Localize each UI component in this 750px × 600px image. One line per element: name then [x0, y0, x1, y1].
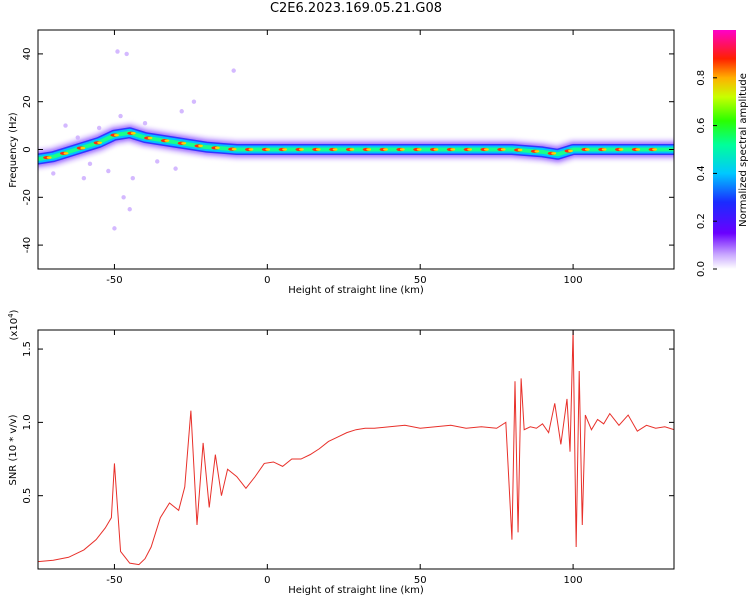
- spectrogram-peak-core: [214, 146, 220, 150]
- spectrogram-peak-core: [399, 148, 405, 151]
- spectrogram-peak-core: [383, 148, 388, 151]
- spectrogram-peak-core: [534, 150, 540, 153]
- spectrogram-speckle: [63, 123, 68, 128]
- spectrogram-peak-core: [130, 132, 136, 135]
- spectrogram-peak-core: [517, 148, 523, 152]
- snr-y-tick-label: 1.0: [22, 414, 33, 430]
- spectrogram-peak-core: [97, 141, 103, 145]
- spectrogram-speckle: [106, 168, 111, 174]
- colorbar-ticks: 0.0 0.2 0.4 0.6 0.8: [696, 70, 717, 277]
- colorbar-tick-label: 0.6: [696, 118, 707, 134]
- spectrogram-panel: -50 0 50 100 -40 -20 0 20 40 Height of straight…: [8, 29, 675, 296]
- spectrogram-speckle: [142, 121, 148, 126]
- spectrogram-speckle: [118, 113, 123, 119]
- spectrogram-peak-core: [500, 148, 506, 151]
- snr-y-tick-label: 1.5: [22, 341, 33, 357]
- spectrogram-speckle: [81, 175, 87, 181]
- spectrogram-peak-core: [601, 148, 607, 151]
- snr-x-tick-label: 0: [264, 575, 270, 586]
- spectrogram-x-label: Height of straight line (km): [288, 285, 424, 296]
- spectrogram-speckle: [115, 49, 120, 54]
- spectrogram-peak-core: [584, 148, 590, 151]
- spectrogram-peak-core: [652, 148, 657, 151]
- spectrogram-peak-core: [114, 133, 119, 137]
- spectrogram-peak-core: [231, 147, 237, 151]
- spectrogram-peak-core: [164, 139, 170, 142]
- spectrogram-peak-core: [299, 148, 304, 151]
- spectrogram-speckle: [124, 51, 129, 57]
- spectrogram-peak-core: [181, 142, 187, 145]
- spectrogram-peak-core: [366, 148, 372, 151]
- spectrogram-speckle: [96, 125, 102, 131]
- spectrogram-peak-core: [198, 144, 203, 148]
- spectrogram-peak-core: [248, 148, 254, 151]
- spectrogram-x-tick-label: 100: [564, 275, 583, 286]
- snr-x-ticks: -50 0 50 100: [106, 330, 583, 586]
- spectrogram-y-label: Frequency (Hz): [8, 112, 19, 188]
- spectrogram-peak-core: [46, 156, 52, 159]
- spectrogram-y-tick-label: 20: [22, 95, 33, 108]
- snr-plot-area: [38, 330, 674, 569]
- figure-title: C2E6.2023.169.05.21.G08: [269, 1, 443, 16]
- spectrogram-speckle: [51, 171, 56, 176]
- spectrogram-speckle: [130, 175, 135, 181]
- spectrogram-x-ticks: -50 0 50 100: [106, 30, 583, 286]
- spectrogram-marks: [38, 49, 674, 231]
- spectrogram-speckle: [173, 166, 178, 171]
- spectrogram-y-tick-label: 40: [22, 48, 33, 61]
- spectrogram-speckle: [112, 226, 117, 231]
- colorbar-tick-label: 0.8: [696, 70, 707, 86]
- spectrogram-peak-core: [568, 149, 573, 153]
- colorbar-gradient: [713, 30, 736, 269]
- snr-multiplier: (x104): [7, 309, 20, 340]
- colorbar-tick-label: 0.4: [696, 165, 707, 181]
- spectrogram-peak-core: [80, 146, 86, 150]
- spectrogram-y-tick-label: -20: [22, 189, 33, 205]
- spectrogram-peak-core: [332, 148, 338, 151]
- spectrogram-speckle: [155, 159, 160, 164]
- spectrogram-speckle: [179, 109, 184, 114]
- spectrogram-x-tick-label: 0: [264, 275, 270, 286]
- spectrogram-peak-core: [551, 152, 557, 155]
- spectrogram-x-tick-label: 50: [414, 275, 427, 286]
- spectrogram-peak-core: [467, 148, 473, 151]
- spectrogram-speckle: [127, 207, 132, 212]
- snr-y-ticks: 0.5 1.0 1.5: [22, 341, 674, 504]
- snr-x-tick-label: 50: [414, 575, 427, 586]
- spectrogram-peak-core: [265, 148, 271, 151]
- spectrogram-peak-core: [416, 148, 422, 151]
- snr-panel: -50 0 50 100 0.5 1.0 1.5 Height of straight l…: [7, 309, 675, 596]
- snr-frame: [37, 329, 675, 570]
- spectrogram-peak-core: [450, 148, 456, 151]
- spectrogram-peak-core: [315, 148, 321, 151]
- spectrogram-peak-core: [484, 148, 489, 151]
- snr-x-label: Height of straight line (km): [288, 585, 424, 596]
- spectrogram-y-ticks: -40 -20 0 20 40: [22, 48, 674, 253]
- spectrogram-speckle: [121, 195, 126, 200]
- spectrogram-peak-core: [618, 148, 624, 151]
- spectrogram-y-tick-label: -40: [22, 237, 33, 253]
- colorbar-label: Normalized spectral amplitude: [738, 73, 749, 227]
- spectrogram-speckle: [191, 99, 197, 104]
- spectrogram-peak-core: [349, 148, 355, 151]
- spectrogram-x-tick-label: -50: [106, 275, 122, 286]
- spectrogram-y-tick-label: 0: [22, 146, 33, 152]
- colorbar-tick-label: 0.0: [696, 261, 707, 277]
- spectrogram-peak-core: [433, 148, 439, 151]
- snr-y-label: SNR (10 * v/v): [8, 414, 19, 485]
- colorbar-tick-label: 0.2: [696, 213, 707, 229]
- colorbar: 0.0 0.2 0.4 0.6 0.8 Normalized spectral ampl…: [696, 30, 749, 277]
- spectrogram-peak-core: [282, 148, 288, 151]
- snr-series-line: [38, 330, 674, 566]
- snr-x-tick-label: -50: [106, 575, 122, 586]
- spectrogram-speckle: [231, 68, 236, 73]
- spectrogram-speckle: [75, 135, 80, 140]
- snr-y-tick-label: 0.5: [22, 488, 33, 504]
- spectrogram-peak-core: [63, 152, 69, 155]
- spectrogram-peak-core: [147, 136, 153, 140]
- spectrogram-speckle: [87, 161, 93, 167]
- snr-x-tick-label: 100: [564, 575, 583, 586]
- spectrogram-peak-core: [635, 148, 641, 151]
